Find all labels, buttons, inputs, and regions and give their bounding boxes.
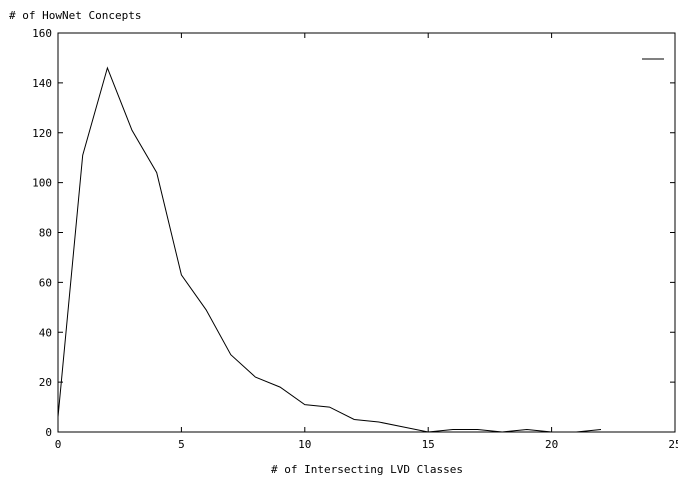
y-tick-label: 160 [32, 27, 52, 40]
x-tick-label: 10 [298, 438, 311, 451]
x-tick-label: 25 [668, 438, 678, 451]
x-tick-label: 0 [55, 438, 62, 451]
x-tick-label: 5 [178, 438, 185, 451]
y-tick-label: 40 [39, 326, 52, 339]
y-tick-label: 60 [39, 276, 52, 289]
y-tick-label: 120 [32, 127, 52, 140]
x-tick-label: 15 [422, 438, 435, 451]
y-tick-label: 100 [32, 177, 52, 190]
axis-tick-labels: 0 5 10 15 20 25 0 20 40 60 80 100 120 140 160 [32, 27, 678, 451]
x-tick-label: 20 [545, 438, 558, 451]
y-tick-label: 80 [39, 227, 52, 240]
y-tick-label: 140 [32, 77, 52, 90]
y-tick-label: 20 [39, 376, 52, 389]
x-axis-label: # of Intersecting LVD Classes [271, 463, 463, 476]
series-line [57, 66, 602, 433]
y-axis-label: # of HowNet Concepts [9, 9, 141, 22]
plot-area-frame [57, 32, 676, 433]
y-tick-label: 0 [45, 426, 52, 439]
axis-ticks [57, 32, 676, 433]
